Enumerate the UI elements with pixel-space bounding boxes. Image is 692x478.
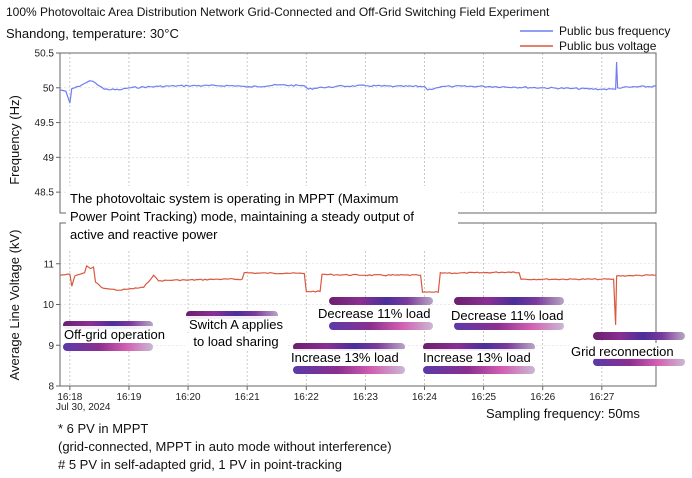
callout-label-background	[185, 316, 295, 332]
mppt-note-line-2: Power Point Tracking) mode, maintaining …	[70, 209, 414, 224]
y-tick-label: 11	[44, 259, 55, 270]
callout-label: Switch A applies	[189, 317, 283, 332]
callout-label: Decrease 11% load	[318, 306, 431, 321]
legend: Public bus frequency Public bus voltage	[520, 24, 670, 53]
footnote-3: # 5 PV in self-adapted grid, 1 PV in poi…	[58, 457, 342, 472]
frequency-axis-label: Frequency (Hz)	[7, 95, 22, 185]
y-tick-label: 48.5	[35, 188, 55, 199]
x-tick-label: 16:20	[176, 392, 201, 403]
legend-label-voltage: Public bus voltage	[559, 39, 657, 53]
callout-label-background	[569, 343, 686, 359]
mppt-note: The photovoltaic system is operating in …	[66, 186, 458, 250]
callout-inc-2: Increase 13% load	[421, 343, 538, 374]
x-tick-label: 16:26	[530, 392, 555, 403]
callout-label: Increase 13% load	[291, 350, 399, 365]
voltage-series-line	[59, 264, 657, 325]
callout-label: Increase 13% load	[423, 350, 531, 365]
callout-label: Off-grid operation	[64, 327, 165, 342]
y-tick-label: 10	[43, 300, 55, 311]
callout-off-grid: Off-grid operation	[62, 321, 185, 351]
time-axis-ticks: 16:18 16:19 16:20 16:21 16:22 16:23 16:24 16:25…	[57, 386, 615, 403]
callout-bar	[454, 297, 564, 305]
x-tick-label: 16:27	[589, 392, 614, 403]
y-tick-label: 49.5	[35, 118, 55, 129]
legend-label-frequency: Public bus frequency	[559, 24, 670, 38]
callout-label: to load sharing	[193, 334, 278, 349]
callout-label-background	[62, 326, 185, 342]
callout-inc-1: Increase 13% load	[289, 343, 406, 374]
x-tick-label: 16:19	[116, 392, 141, 403]
callout-bar	[423, 366, 535, 374]
frequency-series-line	[59, 61, 657, 104]
date-label: Jul 30, 2024	[56, 402, 111, 413]
callout-bar	[293, 366, 405, 374]
callout-label-background	[289, 349, 406, 365]
callout-label-background	[421, 349, 538, 365]
callout-label-background	[316, 305, 433, 321]
y-tick-label: 8	[48, 382, 54, 393]
callout-dec-2: Decrease 11% load	[449, 297, 566, 330]
x-tick-label: 16:25	[471, 392, 496, 403]
callout-bar	[593, 358, 685, 366]
callout-label-background	[185, 333, 288, 349]
y-tick-label: 50.5	[35, 49, 55, 60]
callout-label: Decrease 11% load	[451, 308, 564, 323]
callout-reconnect: Grid reconnection	[569, 332, 686, 366]
x-tick-label: 16:23	[353, 392, 378, 403]
chart-title: 100% Photovoltaic Area Distribution Netw…	[6, 5, 550, 19]
mppt-note-line-1: The photovoltaic system is operating in …	[70, 191, 399, 206]
y-tick-label: 50	[43, 83, 55, 94]
chart-subtitle: Shandong, temperature: 30°C	[6, 26, 179, 41]
callout-bar	[329, 297, 433, 305]
callout-dec-1: Decrease 11% load	[316, 297, 433, 330]
x-tick-label: 16:22	[294, 392, 319, 403]
x-tick-label: 16:18	[57, 392, 82, 403]
voltage-y-ticks: 8 9 10 11	[43, 259, 60, 393]
voltage-axis-label: Average Line Voltage (kV)	[7, 230, 22, 381]
x-tick-label: 16:24	[412, 392, 437, 403]
y-tick-label: 9	[48, 341, 54, 352]
footnote-2: (grid-connected, MPPT in auto mode witho…	[58, 439, 392, 454]
mppt-note-background	[66, 186, 458, 250]
mppt-note-line-3: active and reactive power	[70, 227, 218, 242]
footnotes: * 6 PV in MPPT (grid-connected, MPPT in …	[58, 421, 392, 472]
callout-bar	[454, 322, 564, 330]
callout-label: Grid reconnection	[571, 344, 674, 359]
callout-bar	[63, 343, 153, 351]
callout-label-background	[449, 307, 566, 323]
callout-switch-a: Switch A applies to load sharing	[185, 311, 295, 349]
sampling-frequency-label: Sampling frequency: 50ms	[486, 406, 640, 421]
y-tick-label: 49	[43, 153, 55, 164]
frequency-y-ticks: 48.5 49 49.5 50 50.5	[35, 49, 60, 199]
footnote-1: * 6 PV in MPPT	[58, 421, 148, 436]
callout-bar	[593, 332, 685, 340]
event-callouts: Off-grid operation Switch A applies to loa…	[62, 297, 686, 374]
x-tick-label: 16:21	[235, 392, 260, 403]
callout-bar	[329, 322, 433, 330]
